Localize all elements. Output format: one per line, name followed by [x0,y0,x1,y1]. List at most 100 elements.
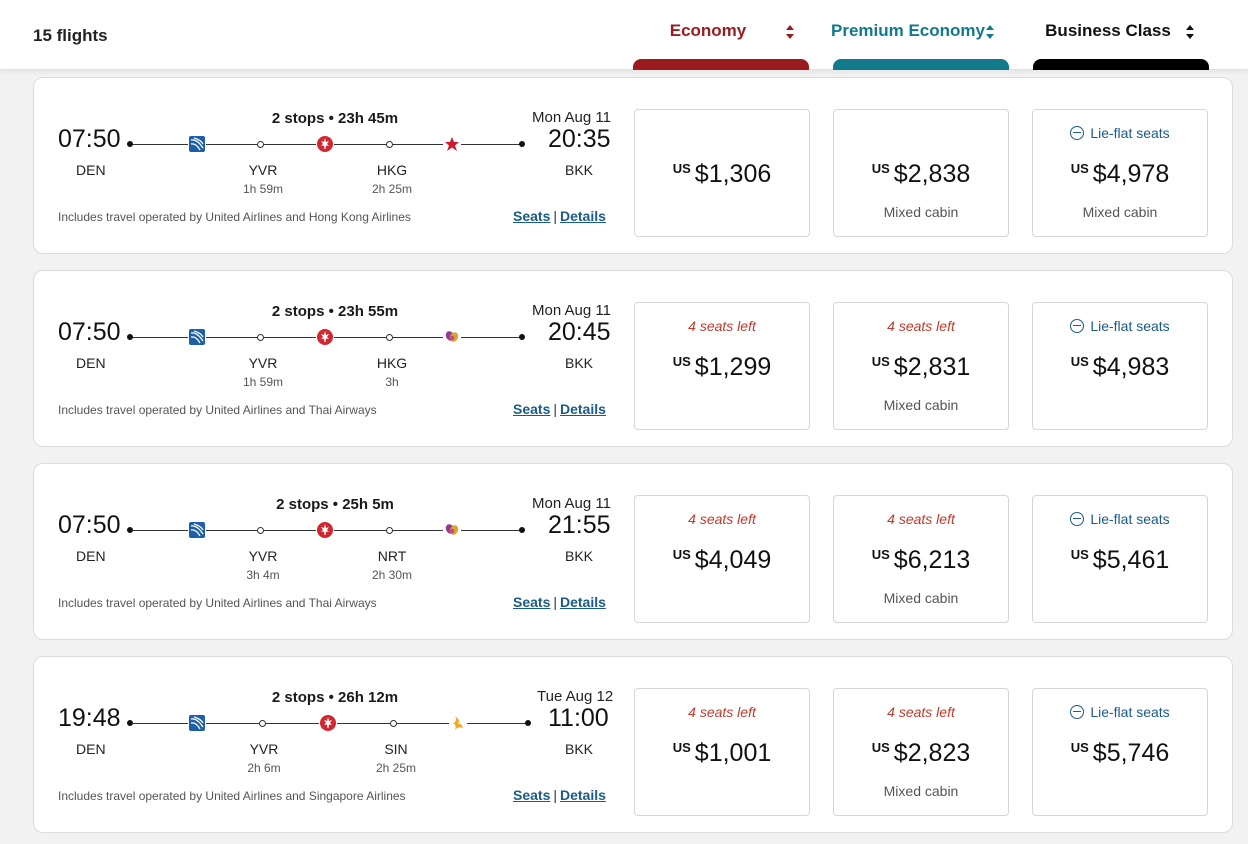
layover-duration: 3h 4m [246,568,280,582]
price-amount: $4,978 [1092,160,1170,188]
fare-price: US $4,983 [1033,353,1207,382]
stop-airport: HKG [376,162,408,178]
stop-dot [259,720,266,727]
seats-link[interactable]: Seats [513,594,551,610]
arrival-airport: BKK [565,548,594,564]
price-amount: $4,983 [1092,353,1170,381]
lie-flat-badge: Lie-flat seats [1033,511,1207,527]
price-amount: $2,831 [893,353,971,381]
lie-flat-seat-icon [1070,319,1085,333]
stops-summary: 2 stops • 26h 12m [271,689,399,706]
stop-dot [257,334,264,341]
results-header: 15 flights Economy Premium Economy Busin… [0,0,1248,70]
departure-time: 07:50 [58,125,121,153]
fare-business[interactable]: Lie-flat seats US $4,983 [1032,302,1208,430]
stop-dot [257,527,264,534]
flight-links: Seats | Details [513,401,606,417]
fare-premium-economy[interactable]: 4 seats left US $2,831 Mixed cabin [833,302,1009,430]
layover-duration: 2h 25m [371,182,413,196]
currency-code: US [871,354,890,369]
fare-economy[interactable]: 4 seats left US $1,001 [634,688,810,816]
united-airlines-logo-icon [188,714,206,732]
price-amount: $4,049 [694,546,772,574]
fare-business[interactable]: Lie-flat seats US $5,461 [1032,495,1208,623]
fare-business[interactable]: Lie-flat seats US $4,978 Mixed cabin [1032,109,1208,237]
tab-business-class[interactable]: Business Class [1033,0,1209,70]
mixed-cabin-note: Mixed cabin [1082,204,1158,220]
fare-price: US $2,831 [834,353,1008,382]
lie-flat-seat-icon [1070,512,1085,526]
destination-dot [519,141,525,147]
layover-duration: 2h 6m [247,761,281,775]
air-canada-logo-icon [316,521,334,539]
route-line [127,135,525,153]
lie-flat-label: Lie-flat seats [1090,318,1170,334]
tab-economy-label: Economy [669,21,747,40]
currency-code: US [871,740,890,755]
lie-flat-label: Lie-flat seats [1090,511,1170,527]
currency-code: US [672,740,691,755]
seats-link[interactable]: Seats [513,787,551,803]
fare-premium-economy[interactable]: 4 seats left US $2,823 Mixed cabin [833,688,1009,816]
united-airlines-logo-icon [188,521,206,539]
flight-card: 07:50 DEN 2 stops • 25h 5m Mon Aug 11 21… [33,463,1233,640]
arrival-date: Mon Aug 11 [532,109,611,126]
fare-economy[interactable]: 4 seats left US $4,049 [634,495,810,623]
air-canada-logo-icon [319,714,337,732]
origin-dot [127,334,133,340]
fare-price: US $2,838 [834,160,1008,189]
sort-icon [786,25,794,39]
currency-code: US [1070,547,1089,562]
fare-premium-economy[interactable]: US $2,838 Mixed cabin [833,109,1009,237]
stop-dot [386,141,393,148]
details-link[interactable]: Details [560,594,606,610]
stop-airport: YVR [248,162,278,178]
singapore-airlines-logo-icon [449,714,467,732]
destination-dot [519,334,525,340]
operated-by-note: Includes travel operated by United Airli… [58,789,406,803]
thai-airways-logo-icon [443,328,461,346]
stop-airport: YVR [248,355,278,371]
details-link[interactable]: Details [560,208,606,224]
mixed-cabin-note: Mixed cabin [883,590,959,606]
seats-link[interactable]: Seats [513,208,551,224]
stops-summary: 2 stops • 25h 5m [276,496,394,513]
stop-dot [257,141,264,148]
fare-premium-economy[interactable]: 4 seats left US $6,213 Mixed cabin [833,495,1009,623]
mixed-cabin-note: Mixed cabin [883,204,959,220]
currency-code: US [672,161,691,176]
details-link[interactable]: Details [560,787,606,803]
operated-by-note: Includes travel operated by United Airli… [58,403,377,417]
flight-links: Seats | Details [513,208,606,224]
link-separator: | [553,787,557,803]
stop-airport: YVR [248,548,278,564]
fare-economy[interactable]: US $1,306 [634,109,810,237]
seats-link[interactable]: Seats [513,401,551,417]
arrival-airport: BKK [565,355,594,371]
lie-flat-badge: Lie-flat seats [1033,318,1207,334]
operated-by-note: Includes travel operated by United Airli… [58,596,377,610]
details-link[interactable]: Details [560,401,606,417]
tab-business-class-bar [1033,59,1209,70]
air-canada-logo-icon [316,328,334,346]
price-amount: $5,461 [1092,546,1170,574]
tab-premium-economy[interactable]: Premium Economy [831,0,1009,70]
sort-icon [986,25,994,39]
departure-airport: DEN [76,162,106,178]
tab-business-class-label: Business Class [1045,21,1171,40]
stop-airport: NRT [377,548,407,564]
lie-flat-badge: Lie-flat seats [1033,125,1207,141]
arrival-time: 20:35 [548,125,611,153]
tab-economy[interactable]: Economy [633,0,809,70]
fare-price: US $1,299 [635,353,809,382]
fare-economy[interactable]: 4 seats left US $1,299 [634,302,810,430]
layover-duration: 3h [385,375,399,389]
arrival-airport: BKK [565,162,594,178]
operated-by-note: Includes travel operated by United Airli… [58,210,411,224]
fare-price: US $4,049 [635,546,809,575]
link-separator: | [553,594,557,610]
fare-price: US $2,823 [834,739,1008,768]
price-amount: $6,213 [893,546,971,574]
currency-code: US [1070,354,1089,369]
fare-business[interactable]: Lie-flat seats US $5,746 [1032,688,1208,816]
